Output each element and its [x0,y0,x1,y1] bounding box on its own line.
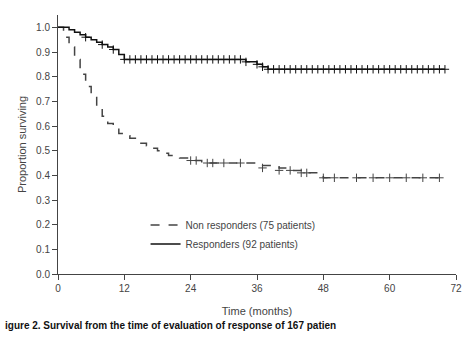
svg-text:72: 72 [450,283,462,294]
svg-text:0.5: 0.5 [36,145,50,156]
svg-text:0.7: 0.7 [36,96,50,107]
svg-text:0.8: 0.8 [36,71,50,82]
svg-text:0.6: 0.6 [36,121,50,132]
svg-text:0.1: 0.1 [36,244,50,255]
svg-text:0.4: 0.4 [36,170,50,181]
svg-text:Time (months): Time (months) [222,305,293,317]
svg-text:0.9: 0.9 [36,47,50,58]
svg-text:Non responders (75 patients): Non responders (75 patients) [186,220,316,231]
html-text:igure 2. Survival from the tim: igure 2. Survival from the time of evalu… [5,320,337,331]
svg-text:12: 12 [119,283,131,294]
svg-text:48: 48 [318,283,330,294]
svg-text:Proportion surviving: Proportion surviving [16,96,28,193]
svg-text:0.2: 0.2 [36,219,50,230]
svg-text:60: 60 [384,283,396,294]
svg-text:0.3: 0.3 [36,195,50,206]
svg-text:0: 0 [55,283,61,294]
svg-text:Responders (92 patients): Responders (92 patients) [186,239,298,250]
svg-text:24: 24 [185,283,197,294]
svg-text:1.0: 1.0 [36,22,50,33]
svg-text:36: 36 [251,283,263,294]
svg-text:0.0: 0.0 [36,269,50,280]
